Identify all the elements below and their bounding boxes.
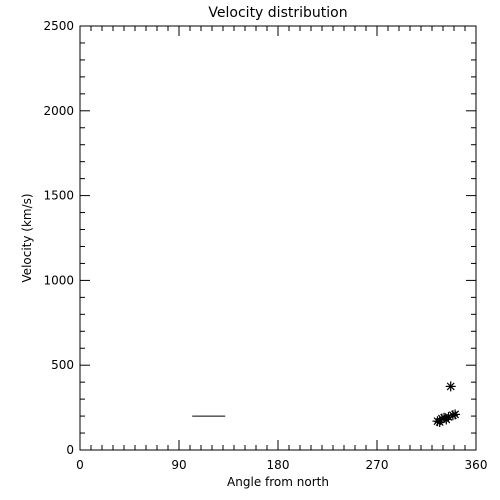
plot-frame — [79, 25, 477, 451]
y-tick-label: 0 — [66, 443, 74, 457]
data-point — [445, 381, 456, 392]
x-tick-label: 90 — [171, 458, 186, 472]
y-axis-label: Velocity (km/s) — [20, 193, 34, 282]
y-tick-label: 2500 — [43, 19, 74, 33]
axes-group: 0 90 180 270 360 0 500 1000 1500 2000 2500 — [43, 19, 487, 472]
y-tick-label: 2000 — [43, 104, 74, 118]
y-tick-label: 1500 — [43, 189, 74, 203]
data-point — [450, 409, 461, 420]
asterisk-stroke — [446, 382, 455, 391]
y-tick-label: 1000 — [43, 273, 74, 287]
x-tick-label: 180 — [267, 458, 290, 472]
x-axis-label: Angle from north — [227, 475, 329, 489]
x-tick-label: 360 — [465, 458, 488, 472]
x-tick-label: 270 — [366, 458, 389, 472]
x-tick-label: 0 — [76, 458, 84, 472]
y-tick-label: 500 — [51, 358, 74, 372]
asterisk-stroke — [451, 410, 460, 419]
chart-title: Velocity distribution — [208, 5, 347, 21]
data-group — [192, 381, 461, 428]
